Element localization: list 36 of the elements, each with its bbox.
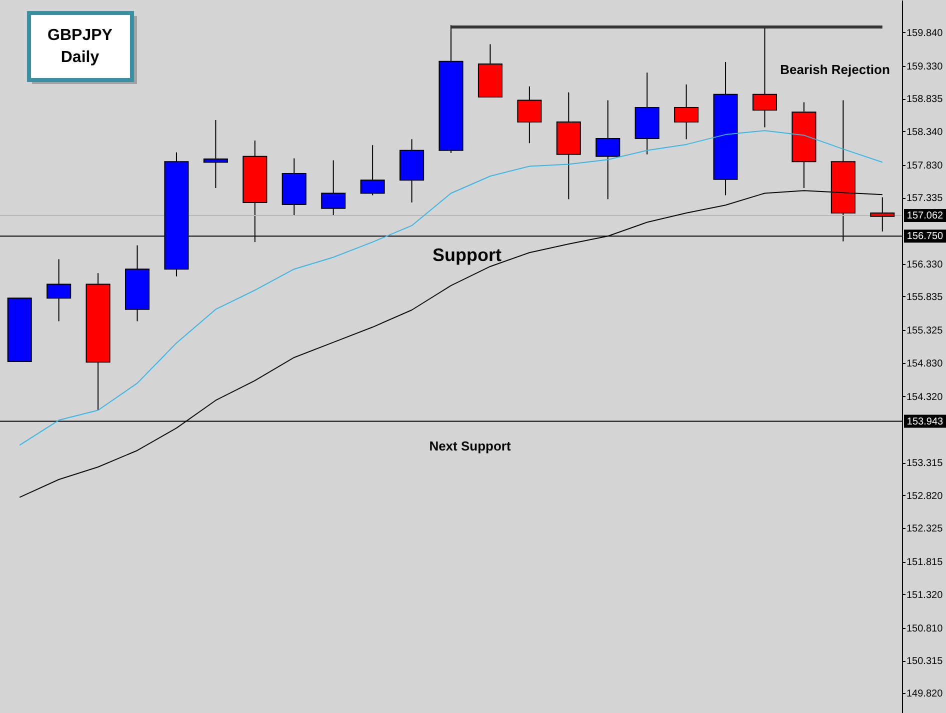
candlestick: [870, 196, 895, 232]
annotation: Next Support: [429, 438, 512, 454]
text: Daily: [60, 49, 100, 66]
y-tick-label: 157.830: [906, 160, 944, 172]
y-tick-label: 154.830: [906, 358, 944, 370]
y-tick-label: 158.835: [906, 94, 944, 106]
y-tick-label: 155.835: [906, 292, 944, 303]
candlestick: [674, 84, 699, 140]
candlestick: [321, 160, 346, 216]
y-tick-label: 152.820: [906, 490, 944, 502]
y-tick-label: 157.335: [906, 193, 944, 204]
candlestick: [752, 28, 778, 128]
annotation: Support: [432, 245, 502, 266]
y-tick-label: 155.325: [906, 326, 944, 337]
text: GBPJPY: [48, 27, 113, 44]
y-tick-label: 150.810: [906, 623, 944, 634]
candlestick: [596, 100, 620, 200]
ref-line-label: 157.062: [906, 210, 944, 222]
y-tick-label: 153.315: [906, 458, 944, 470]
y-tick-label: 151.815: [906, 557, 944, 568]
y-tick-label: 150.315: [906, 656, 944, 668]
y-tick-label: 154.320: [906, 392, 944, 403]
y-tick-label: 152.325: [906, 523, 944, 534]
candlestick: [46, 258, 72, 322]
annotation: Bearish Rejection: [780, 62, 890, 77]
candlestick: [517, 86, 542, 144]
candlestick: [360, 144, 385, 196]
y-tick-label: 149.820: [906, 688, 944, 700]
y-tick-label: 159.330: [906, 61, 944, 72]
candlestick: [203, 120, 228, 188]
y-tick-label: 151.320: [906, 590, 944, 601]
y-tick-label: 158.340: [906, 126, 944, 138]
ref-line-label: 153.943: [906, 416, 944, 428]
ref-line-label: 156.750: [906, 231, 944, 242]
y-tick-label: 159.840: [906, 28, 944, 39]
y-tick-label: 156.330: [906, 259, 944, 270]
